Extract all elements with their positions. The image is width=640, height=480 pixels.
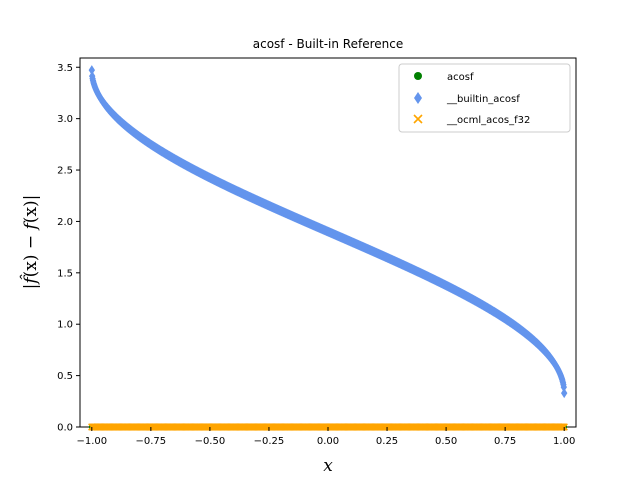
y-label-part-4: f	[21, 220, 41, 231]
y-label-part-1: |	[21, 284, 41, 290]
legend-entry-ocml-acos-f32: __ocml_acos_f32	[413, 114, 530, 126]
series-layer	[88, 65, 568, 431]
y-tick-label: 0.5	[57, 371, 73, 382]
x-tick-label: −1.00	[76, 436, 107, 447]
x-tick-label: 0.50	[435, 436, 457, 447]
y-tick-label: 2.0	[57, 217, 73, 228]
series-builtin-acosf	[88, 65, 568, 399]
x-tick-label: −0.25	[254, 436, 285, 447]
x-tick-label: −0.50	[195, 436, 226, 447]
chart-title: acosf - Built-in Reference	[253, 37, 403, 51]
y-label-part-3: (x) −	[21, 229, 41, 277]
data-point	[560, 388, 568, 399]
y-tick-label: 3.0	[57, 114, 73, 125]
legend-marker-ocml-acos-f32	[413, 114, 423, 124]
y-tick-label: 2.5	[57, 166, 73, 177]
data-point	[560, 382, 567, 393]
legend-label-builtin-acosf: __builtin_acosf	[446, 94, 520, 105]
legend-marker-acosf	[414, 72, 422, 80]
y-tick-label: 0.0	[57, 423, 73, 434]
x-tick-label: 0.75	[494, 436, 516, 447]
legend-box	[398, 63, 571, 133]
legend-marker-builtin-acosf	[414, 92, 422, 104]
x-tick-label: 0.25	[376, 436, 398, 447]
y-label-part-5: (x)|	[21, 195, 41, 224]
x-axis-label: x	[323, 456, 333, 476]
legend-label-acosf: acosf	[447, 72, 474, 83]
legend: acosf __builtin_acosf __ocml_acos_f32	[398, 63, 571, 133]
y-tick-label: 1.5	[57, 268, 73, 279]
x-axis: −1.00 −0.75 −0.50 −0.25 0.00 0.25 0.50 0.75 1.00	[76, 427, 575, 447]
y-axis-label: |f̂(x) − f(x)|	[20, 195, 41, 290]
legend-entry-builtin-acosf: __builtin_acosf	[414, 92, 520, 105]
y-label-part-2: f̂	[20, 274, 41, 286]
y-tick-label: 3.5	[57, 63, 73, 74]
data-point	[559, 423, 567, 431]
y-axis: 0.0 0.5 1.0 1.5 2.0 2.5 3.0 3.5	[57, 63, 80, 434]
x-tick-label: 0.00	[317, 436, 339, 447]
y-tick-label: 1.0	[57, 320, 73, 331]
data-point	[88, 65, 96, 76]
x-tick-label: −0.75	[136, 436, 167, 447]
x-tick-label: 1.00	[553, 436, 575, 447]
legend-entry-acosf: acosf	[414, 72, 474, 83]
series-ocml-acos-f32	[88, 423, 568, 431]
legend-label-ocml-acos-f32: __ocml_acos_f32	[446, 115, 530, 126]
